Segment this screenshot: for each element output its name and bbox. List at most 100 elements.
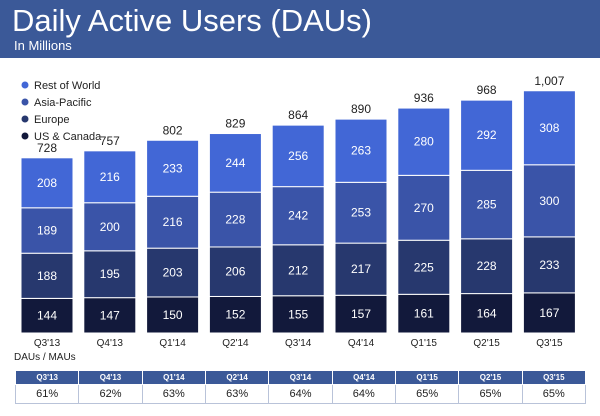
bar-value-label: 203 (163, 266, 183, 280)
bar-rest-of-world-q3-13 (20, 157, 74, 209)
ratio-header-row: Q3'13 Q4'13 Q1'14 Q2'14 Q3'14 Q4'14 Q1'15 Q2'15… (14, 370, 587, 385)
bar-europe-q3-14 (271, 244, 325, 297)
bar-value-label: 216 (100, 170, 120, 184)
title-banner (0, 0, 600, 58)
ratio-quarter-cell: Q3'15 (521, 370, 587, 385)
bar-value-label: 155 (288, 307, 308, 321)
bar-value-label: 216 (163, 215, 183, 229)
chart-subtitle: In Millions (14, 38, 72, 53)
legend-swatch-us-canada (21, 132, 29, 140)
bar-europe-q2-15 (460, 238, 514, 295)
ratio-value-cell: 65% (521, 384, 587, 404)
bar-asia-pacific-q3-15 (522, 164, 576, 238)
bar-value-label: 233 (539, 258, 559, 272)
bar-asia-pacific-q4-13 (83, 202, 137, 252)
ratio-value-cell: 65% (394, 384, 460, 404)
bar-rest-of-world-q2-14 (208, 133, 262, 193)
ratio-value-cell: 65% (458, 384, 523, 404)
bar-europe-q1-14 (146, 247, 200, 298)
bar-value-label: 217 (351, 262, 371, 276)
bar-europe-q1-15 (397, 239, 451, 295)
bar-asia-pacific-q1-15 (397, 174, 451, 241)
bar-asia-pacific-q2-14 (208, 191, 262, 248)
ratio-quarter-cell: Q2'15 (458, 370, 523, 385)
ratio-quarter-cell: Q4'14 (331, 370, 396, 385)
bar-total-label: 829 (225, 117, 245, 131)
bar-us-canada-q3-13 (20, 297, 74, 334)
bar-value-label: 161 (414, 307, 434, 321)
bar-total-label: 936 (414, 91, 434, 105)
x-tick-label: Q2'15 (473, 338, 500, 349)
legend-swatch-rest-of-world (21, 81, 29, 89)
bar-value-label: 144 (37, 309, 57, 323)
x-tick-label: Q2'14 (222, 338, 249, 349)
bar-value-label: 244 (225, 156, 245, 170)
dau-mau-table: Q3'13 Q4'13 Q1'14 Q2'14 Q3'14 Q4'14 Q1'15 Q2'15… (14, 370, 587, 404)
bar-value-label: 164 (477, 306, 497, 320)
bar-total-label: 864 (288, 108, 308, 122)
legend-swatch-europe (21, 115, 29, 123)
legend-label-us-canada: US & Canada (34, 131, 102, 143)
bar-value-label: 233 (163, 161, 183, 175)
bar-value-label: 256 (288, 149, 308, 163)
bar-value-label: 147 (100, 308, 120, 322)
bar-value-label: 189 (37, 224, 57, 238)
bar-value-label: 228 (477, 259, 497, 273)
bar-value-label: 188 (37, 269, 57, 283)
bar-total-label: 728 (37, 141, 57, 155)
bar-europe-q4-14 (334, 242, 388, 296)
bar-value-label: 206 (225, 265, 245, 279)
bar-asia-pacific-q4-14 (334, 181, 388, 244)
legend-label-rest-of-world: Rest of World (34, 80, 100, 92)
bar-value-label: 150 (163, 308, 183, 322)
bar-total-label: 757 (100, 134, 120, 148)
bar-value-label: 212 (288, 263, 308, 277)
ratio-value-cell: 64% (268, 384, 333, 404)
bar-value-label: 300 (539, 194, 559, 208)
ratio-value-cell: 61% (14, 384, 80, 404)
bar-value-label: 253 (351, 206, 371, 220)
bar-value-label: 195 (100, 267, 120, 281)
bar-asia-pacific-q3-13 (20, 207, 74, 254)
bar-value-label: 157 (351, 307, 371, 321)
bar-value-label: 270 (414, 201, 434, 215)
x-tick-label: Q3'13 (34, 338, 61, 349)
bar-us-canada-q2-15 (460, 293, 514, 334)
bar-rest-of-world-q3-15 (522, 90, 576, 166)
bar-asia-pacific-q1-14 (146, 195, 200, 249)
bar-value-label: 285 (477, 198, 497, 212)
x-tick-label: Q1'14 (159, 338, 186, 349)
bar-us-canada-q4-14 (334, 294, 388, 334)
bar-value-label: 200 (100, 220, 120, 234)
bar-total-label: 968 (477, 83, 497, 97)
ratio-quarter-cell: Q2'14 (204, 370, 270, 385)
legend-label-asia-pacific: Asia-Pacific (34, 97, 92, 109)
bar-us-canada-q1-14 (146, 296, 200, 334)
x-tick-label: Q4'13 (97, 338, 124, 349)
ratio-value-cell: 63% (204, 384, 270, 404)
bar-value-label: 292 (477, 128, 497, 142)
ratio-values-row: 61% 62% 63% 63% 64% 64% 65% 65% 65% (14, 384, 587, 404)
chart-title: Daily Active Users (DAUs) (12, 3, 372, 38)
ratio-quarter-cell: Q3'13 (14, 370, 80, 385)
bar-value-label: 263 (351, 144, 371, 158)
bar-asia-pacific-q3-14 (271, 186, 325, 246)
bar-value-label: 167 (539, 306, 559, 320)
ratio-value-cell: 62% (78, 384, 143, 404)
bar-total-label: 890 (351, 102, 371, 116)
legend-label-europe: Europe (34, 114, 69, 126)
ratio-quarter-cell: Q1'15 (394, 370, 460, 385)
ratio-quarter-cell: Q4'13 (78, 370, 143, 385)
bar-value-label: 280 (414, 135, 434, 149)
bar-value-label: 308 (539, 121, 559, 135)
bar-us-canada-q4-13 (83, 297, 137, 334)
ratio-quarter-cell: Q1'14 (141, 370, 206, 385)
legend-swatch-asia-pacific (21, 98, 29, 106)
bar-value-label: 225 (414, 260, 434, 274)
bar-us-canada-q3-14 (271, 295, 325, 334)
ratio-quarter-cell: Q3'14 (268, 370, 333, 385)
bar-total-label: 802 (163, 123, 183, 137)
bar-total-label: 1,007 (534, 74, 564, 88)
bar-rest-of-world-q2-15 (460, 99, 514, 171)
x-tick-label: Q1'15 (411, 338, 438, 349)
